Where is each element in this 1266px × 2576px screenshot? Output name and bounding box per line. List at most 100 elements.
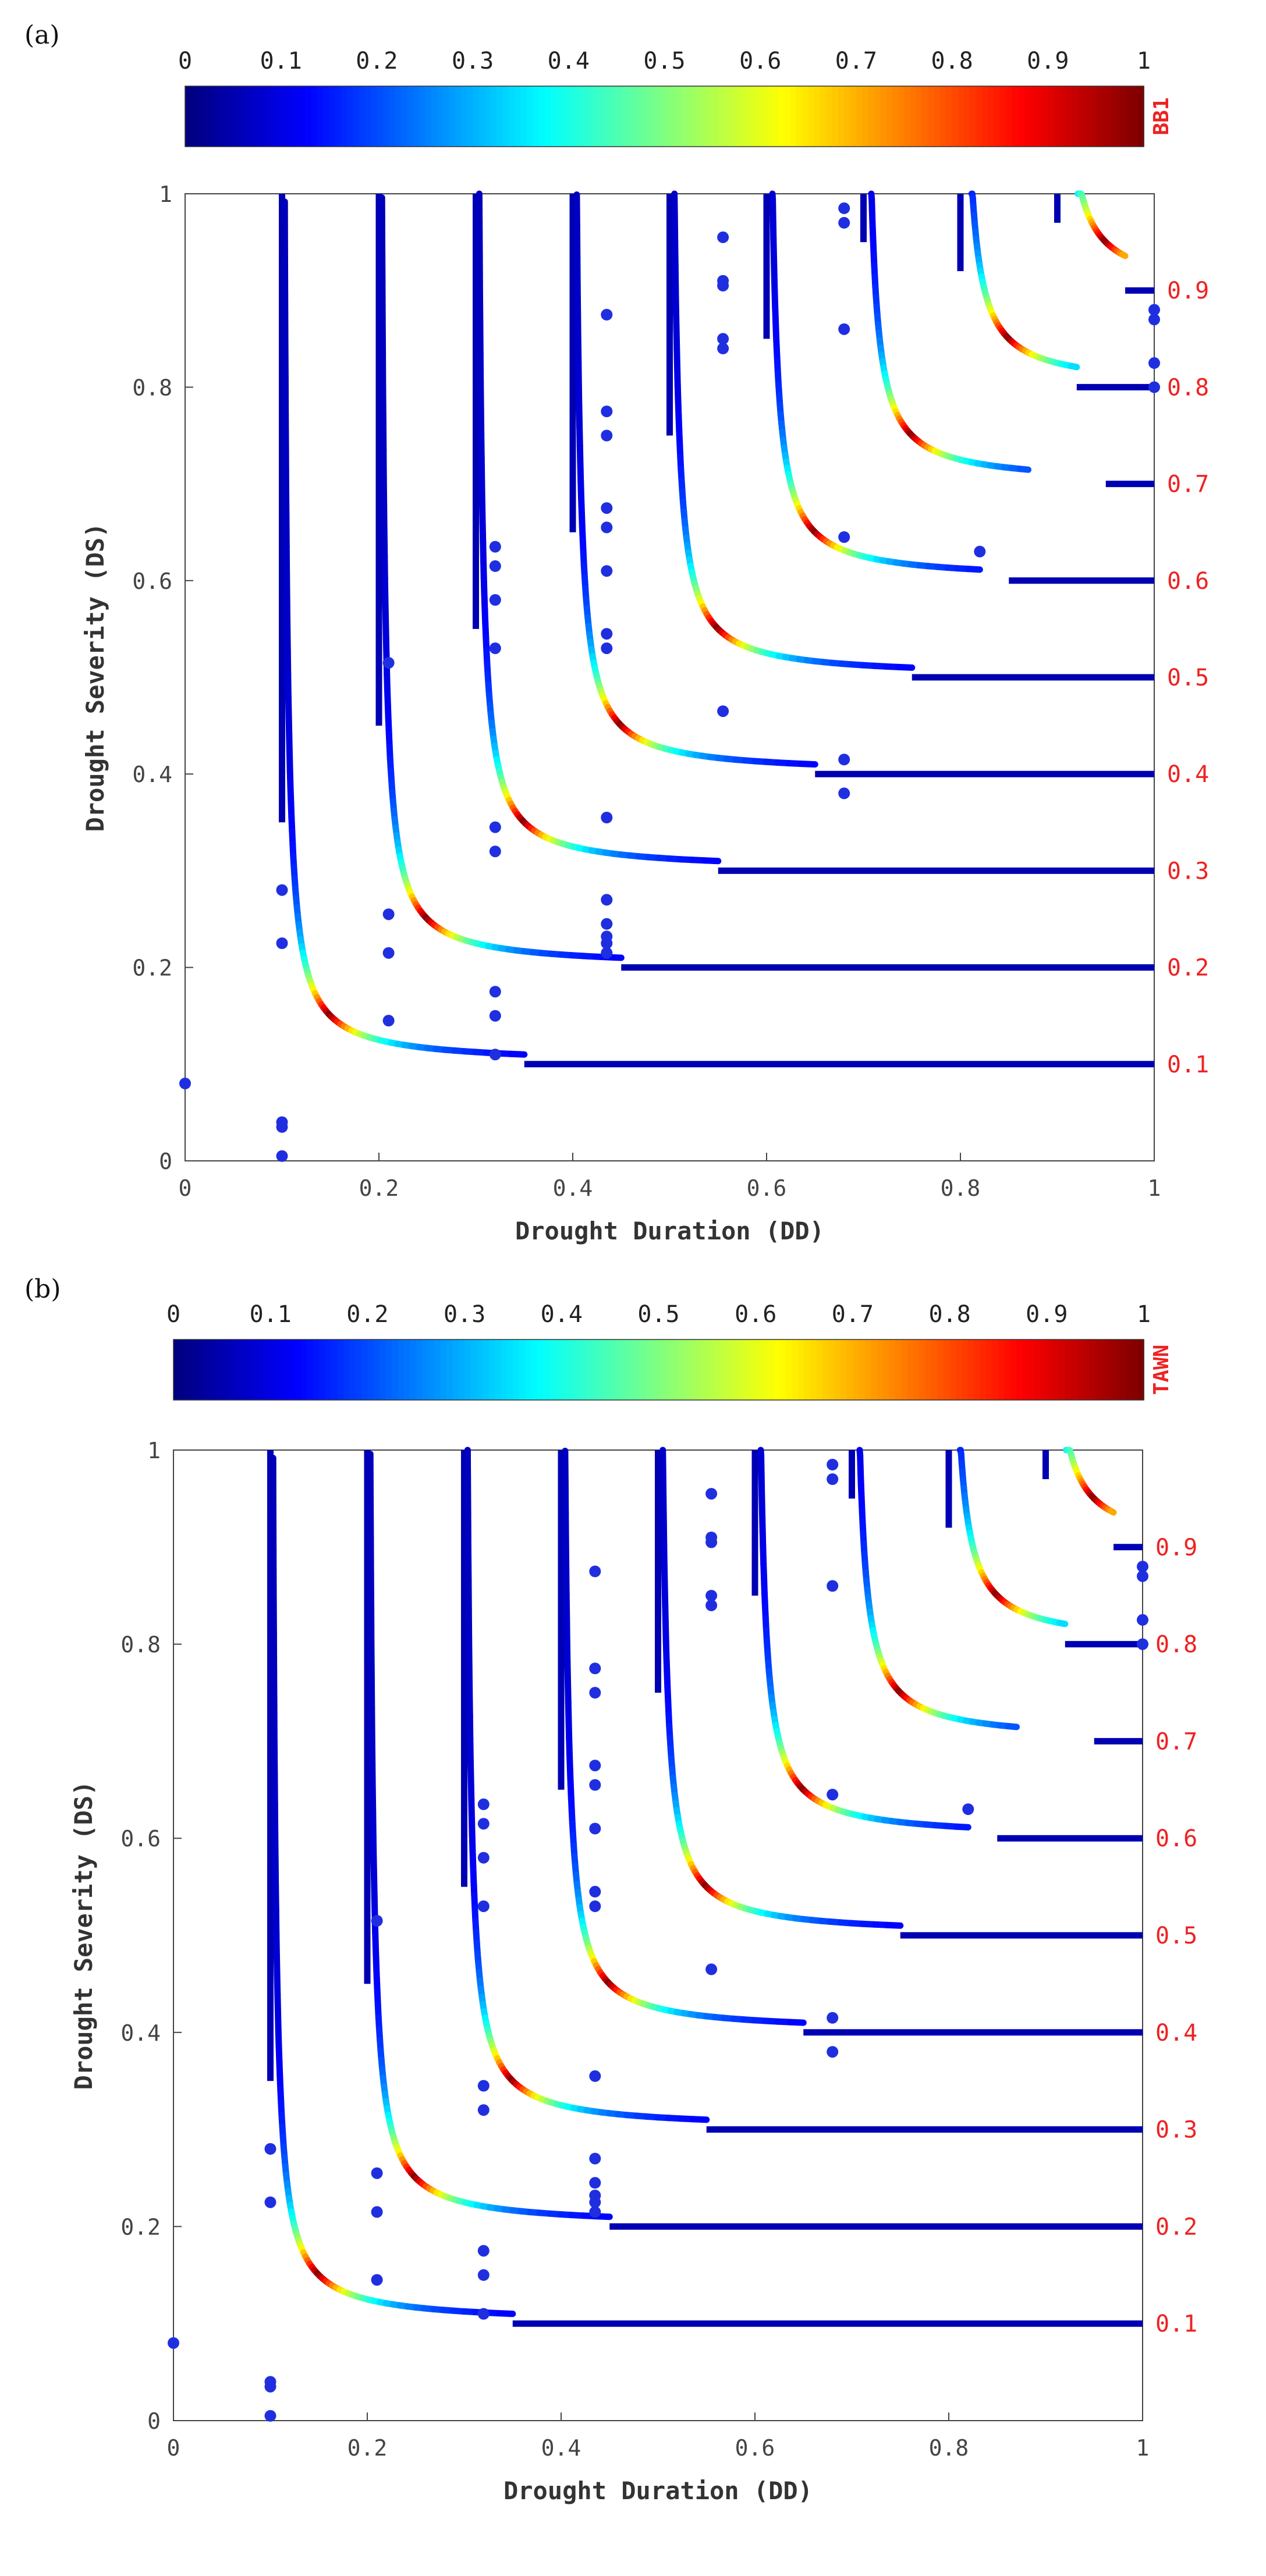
x-tick-label: 0.2	[347, 2435, 388, 2461]
data-point	[489, 642, 501, 655]
colorbar-segment	[810, 1339, 817, 1400]
colorbar-segment	[904, 86, 911, 147]
contour-knee-segment	[478, 456, 485, 485]
colorbar-segment	[380, 1339, 386, 1400]
contour-level-0.1: 0.1	[279, 194, 1209, 1078]
colorbar-segment	[931, 1339, 938, 1400]
contour-knee-segment	[576, 403, 583, 430]
colorbar-segment	[329, 86, 336, 147]
colorbar-segment	[1034, 1339, 1041, 1400]
data-point	[477, 2080, 490, 2092]
colorbar-tick-label: 0.1	[260, 48, 302, 74]
colorbar-segment	[495, 1339, 502, 1400]
colorbar-segment	[988, 86, 995, 147]
colorbar-segment	[768, 1339, 775, 1400]
x-tick-label: 0.8	[929, 2435, 969, 2461]
colorbar-segment	[976, 86, 983, 147]
data-point	[601, 502, 613, 514]
contour-knee-segment	[273, 1951, 281, 1978]
colorbar-segment	[725, 1339, 732, 1400]
colorbar-segment	[832, 86, 839, 147]
colorbar-segment	[779, 1339, 787, 1400]
colorbar-segment	[874, 86, 881, 147]
data-point	[371, 2274, 383, 2286]
colorbar-segment	[515, 86, 522, 147]
colorbar-segment	[834, 1339, 841, 1400]
data-point	[601, 642, 613, 655]
contour-knee-segment	[285, 671, 292, 700]
contour-knee-segment	[659, 1469, 667, 1501]
colorbar-segment	[998, 1339, 1005, 1400]
colorbar-segment	[688, 86, 695, 147]
y-tick-label: 0.4	[132, 762, 172, 787]
colorbar-segment	[419, 86, 425, 147]
colorbar-segment	[466, 86, 473, 147]
colorbar-segment	[460, 86, 467, 147]
contour-knee-segment	[274, 1971, 281, 1998]
panel-a: (a)0 0.1 0.2 0.3 0.4 0.5 0.6 0.7 0.8 0.9 1BB10.10.…	[24, 20, 1209, 1245]
contour-knee-segment	[273, 1930, 280, 1958]
colorbar-segment	[431, 86, 438, 147]
colorbar-segment	[337, 1339, 344, 1400]
colorbar-segment	[275, 86, 282, 147]
data-point	[477, 2308, 490, 2320]
data-point	[601, 521, 613, 534]
colorbar-segment	[1066, 86, 1073, 147]
colorbar-tick-label: 0.7	[835, 48, 877, 74]
data-point	[489, 594, 501, 606]
colorbar-segment	[778, 86, 785, 147]
contour-knee-segment	[272, 1830, 279, 1864]
x-tick-label: 0.2	[359, 1175, 399, 1201]
colorbar-tick-label: 0.5	[643, 48, 685, 74]
data-point	[838, 216, 850, 229]
colorbar-segment	[1072, 86, 1079, 147]
contour-knee-segment	[370, 1810, 377, 1839]
colorbar-segment	[531, 1339, 538, 1400]
data-point	[601, 308, 613, 321]
colorbar-segment	[276, 1339, 283, 1400]
contour-knee-segment	[371, 1874, 378, 1900]
x-tick-label: 0.4	[553, 1175, 593, 1201]
colorbar-segment	[1089, 1339, 1096, 1400]
x-tick-label: 0.4	[541, 2435, 581, 2461]
colorbar-segment	[1029, 1339, 1036, 1400]
panel-b: (b)0 0.1 0.2 0.3 0.4 0.5 0.6 0.7 0.8 0.9 1TAWN0.10…	[24, 1274, 1197, 2505]
colorbar-segment	[311, 86, 318, 147]
colorbar-segment	[371, 86, 378, 147]
colorbar-segment	[910, 86, 917, 147]
contour-knee-segment	[382, 596, 389, 624]
contour-knee-segment	[758, 1452, 765, 1480]
colorbar-segment	[502, 86, 509, 147]
colorbar-segment	[816, 1339, 823, 1400]
colorbar-segment	[484, 86, 491, 147]
colorbar-segment	[233, 86, 240, 147]
colorbar-segment	[497, 86, 503, 147]
contour-knee-segment	[672, 238, 679, 269]
colorbar-segment	[361, 1339, 368, 1400]
data-point	[168, 2337, 179, 2349]
contour-knee-segment	[467, 1735, 474, 1764]
data-point	[477, 1852, 490, 1864]
colorbar-segment	[204, 1339, 211, 1400]
colorbar-segment	[610, 86, 617, 147]
contour-knee-segment	[467, 1757, 474, 1784]
data-point	[264, 2143, 276, 2155]
colorbar-segment	[568, 1339, 575, 1400]
colorbar-segment	[802, 86, 809, 147]
colorbar-tick-label: 0.3	[444, 1301, 485, 1328]
colorbar-tick-label: 0.4	[541, 1301, 583, 1328]
colorbar-segment	[173, 1339, 180, 1400]
colorbar: 0 0.1 0.2 0.3 0.4 0.5 0.6 0.7 0.8 0.9 1 BB1	[178, 48, 1173, 147]
colorbar-segment	[892, 86, 899, 147]
colorbar-segment	[737, 1339, 744, 1400]
colorbar-segment	[322, 86, 329, 147]
colorbar-segment	[263, 86, 269, 147]
contour-knee-segment	[575, 309, 581, 342]
colorbar-segment	[880, 86, 887, 147]
colorbar-segment	[537, 1339, 544, 1400]
colorbar-segment	[859, 1339, 866, 1400]
colorbar-tick-label: 0.9	[1026, 1301, 1068, 1328]
colorbar-segment	[1137, 1339, 1144, 1400]
y-tick-label: 0.4	[120, 2020, 161, 2046]
contour-knee-segment	[563, 1639, 571, 1667]
